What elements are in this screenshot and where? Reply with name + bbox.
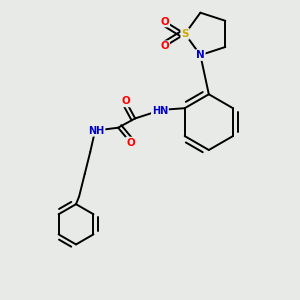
Text: S: S [181, 29, 189, 39]
Text: NH: NH [88, 126, 105, 136]
Text: O: O [160, 16, 169, 26]
Text: HN: HN [152, 106, 168, 116]
Text: O: O [122, 96, 130, 106]
Text: O: O [160, 41, 169, 51]
Text: N: N [196, 50, 205, 60]
Text: O: O [126, 138, 135, 148]
